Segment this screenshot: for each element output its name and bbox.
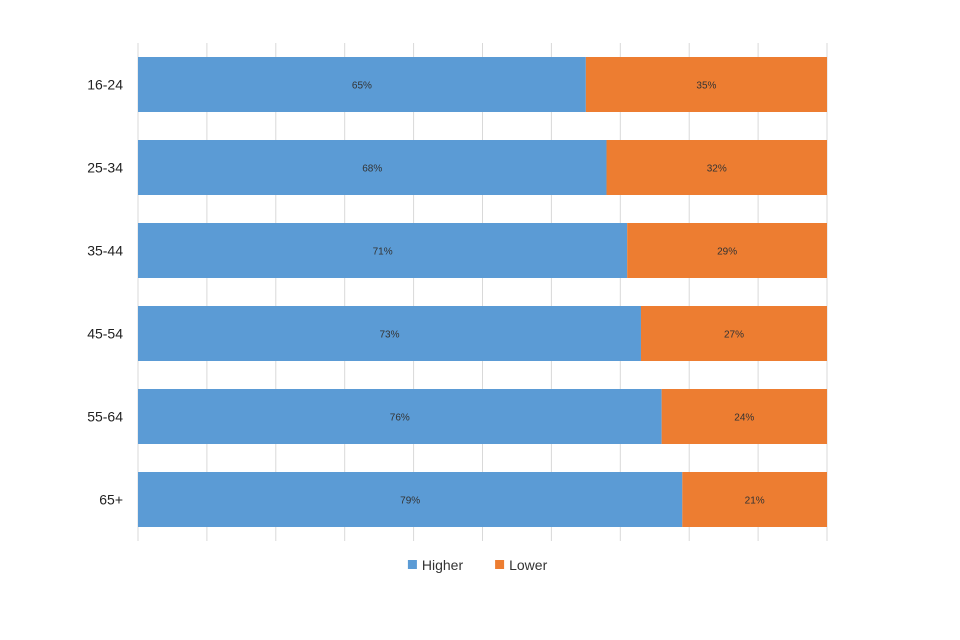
category-label: 25-34 — [87, 160, 123, 176]
bar-lower — [640, 306, 827, 361]
legend-swatch-lower — [495, 560, 505, 569]
bar-lower — [585, 57, 827, 112]
bar-higher — [138, 140, 607, 195]
data-label: 71% — [373, 247, 393, 258]
bar-higher — [138, 389, 662, 444]
bar-lower — [627, 223, 827, 278]
bar-lower — [682, 472, 827, 527]
data-label: 24% — [734, 413, 754, 424]
data-label: 79% — [400, 496, 420, 507]
legend: Higher Lower — [407, 557, 548, 573]
data-label: 76% — [390, 413, 410, 424]
category-label: 65+ — [99, 492, 123, 508]
bars — [138, 57, 827, 527]
gridlines — [137, 43, 828, 541]
data-label: 27% — [724, 330, 744, 341]
labels: 16-24 65% 35% 25-34 68% 32% 35-44 71% 29% 45-54 73… — [87, 77, 765, 508]
bar-lower — [661, 389, 827, 444]
data-label: 35% — [696, 81, 716, 92]
data-label: 21% — [745, 496, 765, 507]
data-label: 65% — [352, 81, 372, 92]
category-label: 35-44 — [87, 243, 123, 259]
data-label: 29% — [717, 247, 737, 258]
category-label: 16-24 — [87, 77, 123, 93]
bar-higher — [138, 472, 683, 527]
category-label: 45-54 — [87, 326, 123, 342]
bar-lower — [606, 140, 827, 195]
category-label: 55-64 — [87, 409, 123, 425]
data-label: 32% — [707, 164, 727, 175]
legend-swatch-higher — [407, 560, 417, 569]
data-label: 73% — [379, 330, 399, 341]
bar-higher — [138, 57, 586, 112]
bar-higher — [138, 223, 628, 278]
bar-higher — [138, 306, 641, 361]
legend-label-higher: Higher — [422, 557, 464, 573]
legend-label-lower: Lower — [509, 557, 547, 573]
data-label: 68% — [362, 164, 382, 175]
